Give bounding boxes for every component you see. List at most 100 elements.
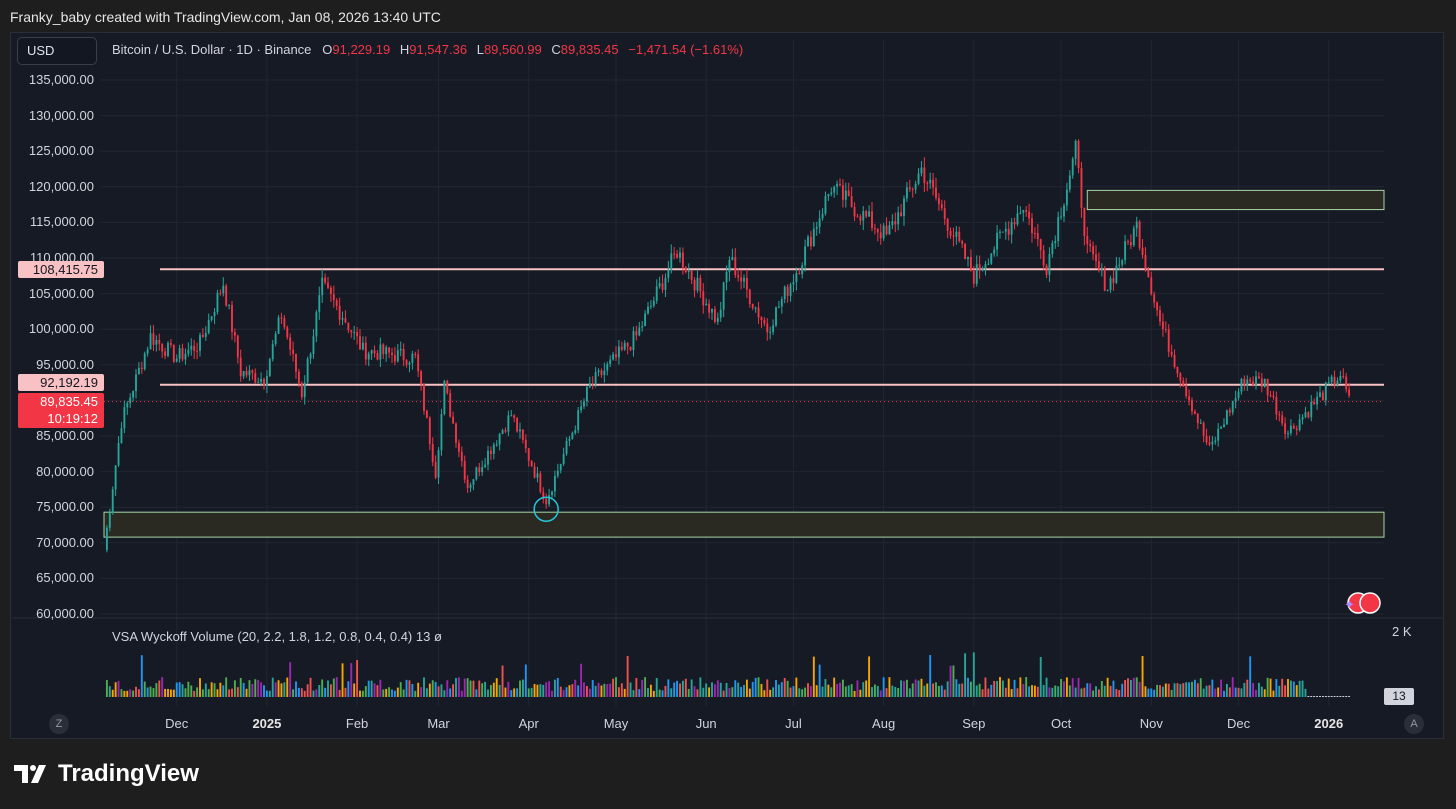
volume-bar <box>658 689 661 697</box>
volume-bar <box>117 680 120 697</box>
volume-bar <box>1199 678 1202 697</box>
candle-body <box>600 370 603 376</box>
candle-body <box>399 348 402 351</box>
candle-body <box>964 243 967 259</box>
volume-bar <box>687 688 690 697</box>
candle-body <box>1080 168 1083 209</box>
high-label: H <box>399 42 410 57</box>
volume-bar <box>268 690 271 697</box>
candle-body <box>172 344 175 362</box>
candle-body <box>1252 381 1255 386</box>
currency-button[interactable]: USD <box>17 37 97 65</box>
volume-bar <box>344 687 347 697</box>
volume-bar <box>481 683 484 697</box>
volume-bar <box>260 682 263 697</box>
volume-bar <box>900 680 903 697</box>
price-tick-label: 115,000.00 <box>29 214 94 230</box>
candle-body <box>1115 265 1118 283</box>
bar-countdown: 10:19:12 <box>18 410 104 428</box>
candle-body <box>236 335 239 358</box>
volume-bar <box>129 689 132 697</box>
volume-bar <box>990 684 993 697</box>
volume-bar <box>411 683 414 697</box>
candle-body <box>1063 205 1065 217</box>
candle-body <box>498 433 501 445</box>
candle-body <box>1074 140 1077 159</box>
price-tick-label: 100,000.00 <box>28 321 94 337</box>
candle-body <box>1077 140 1080 169</box>
volume-bar <box>105 679 108 697</box>
volume-bar <box>1083 687 1086 697</box>
candle-body <box>943 208 946 219</box>
auto-scale-button[interactable]: A <box>1404 714 1424 734</box>
volume-bar <box>327 680 329 697</box>
volume-bar <box>548 681 551 697</box>
candle-body <box>853 206 856 217</box>
volume-bar <box>289 662 292 697</box>
volume-bar <box>603 683 606 697</box>
candle-body <box>318 295 321 313</box>
candle-body <box>1150 277 1153 295</box>
candle-body <box>882 225 885 239</box>
volume-bar <box>428 683 431 697</box>
volume-bar <box>777 684 780 697</box>
candle-body <box>359 336 361 350</box>
volume-bar <box>1031 685 1033 697</box>
candle-body <box>117 443 120 466</box>
candle-body <box>329 287 332 295</box>
volume-bar <box>1100 681 1103 697</box>
volume-bar <box>1147 688 1150 697</box>
volume-bar <box>460 690 463 697</box>
candle-body <box>905 187 908 199</box>
candle-body <box>836 183 839 187</box>
candle-body <box>169 342 172 345</box>
candle-body <box>661 283 664 290</box>
candle-body <box>350 330 353 333</box>
candle-body <box>1033 233 1036 235</box>
volume-bar <box>978 683 981 697</box>
candle-body <box>1071 158 1074 176</box>
candle-body <box>196 350 199 352</box>
candle-body <box>833 186 836 193</box>
candle-body <box>1295 428 1298 430</box>
volume-bar <box>498 684 501 697</box>
open-value: 91,229.19 <box>332 42 391 57</box>
candle-body <box>1048 253 1051 275</box>
auto-scale-left-button[interactable]: Z <box>49 714 69 734</box>
volume-bar <box>841 679 844 697</box>
volume-bar <box>184 688 187 697</box>
volume-bar <box>324 687 327 697</box>
volume-bar <box>257 680 260 697</box>
volume-bar <box>629 682 632 697</box>
candle-body <box>777 306 780 308</box>
candle-body <box>679 252 681 258</box>
candle-body <box>1019 212 1022 214</box>
candle-body <box>871 211 873 229</box>
candle-body <box>466 479 469 488</box>
volume-bar <box>108 686 111 697</box>
volume-bar <box>556 677 559 697</box>
candle-body <box>708 303 711 313</box>
volume-bar <box>210 682 213 697</box>
candle-body <box>801 265 804 275</box>
volume-bar <box>684 678 687 697</box>
candle-body <box>469 484 472 488</box>
candle-body <box>670 253 673 270</box>
candle-body <box>548 495 551 505</box>
volume-bar <box>1097 689 1100 697</box>
volume-bar <box>809 686 812 697</box>
candle-body <box>722 282 725 310</box>
candle-body <box>233 332 236 336</box>
candle-body <box>1051 243 1054 254</box>
volume-indicator-title[interactable]: VSA Wyckoff Volume (20, 2.2, 1.8, 1.2, 0… <box>112 629 442 644</box>
volume-bar <box>865 680 868 697</box>
candle-body <box>897 212 900 225</box>
volume-bar <box>737 682 740 697</box>
volume-bar <box>225 677 228 697</box>
volume-bar <box>679 683 681 697</box>
time-tick-label: 2025 <box>252 716 282 731</box>
close-label: C <box>551 42 561 57</box>
volume-bar <box>591 680 594 697</box>
candle-body <box>862 211 865 221</box>
